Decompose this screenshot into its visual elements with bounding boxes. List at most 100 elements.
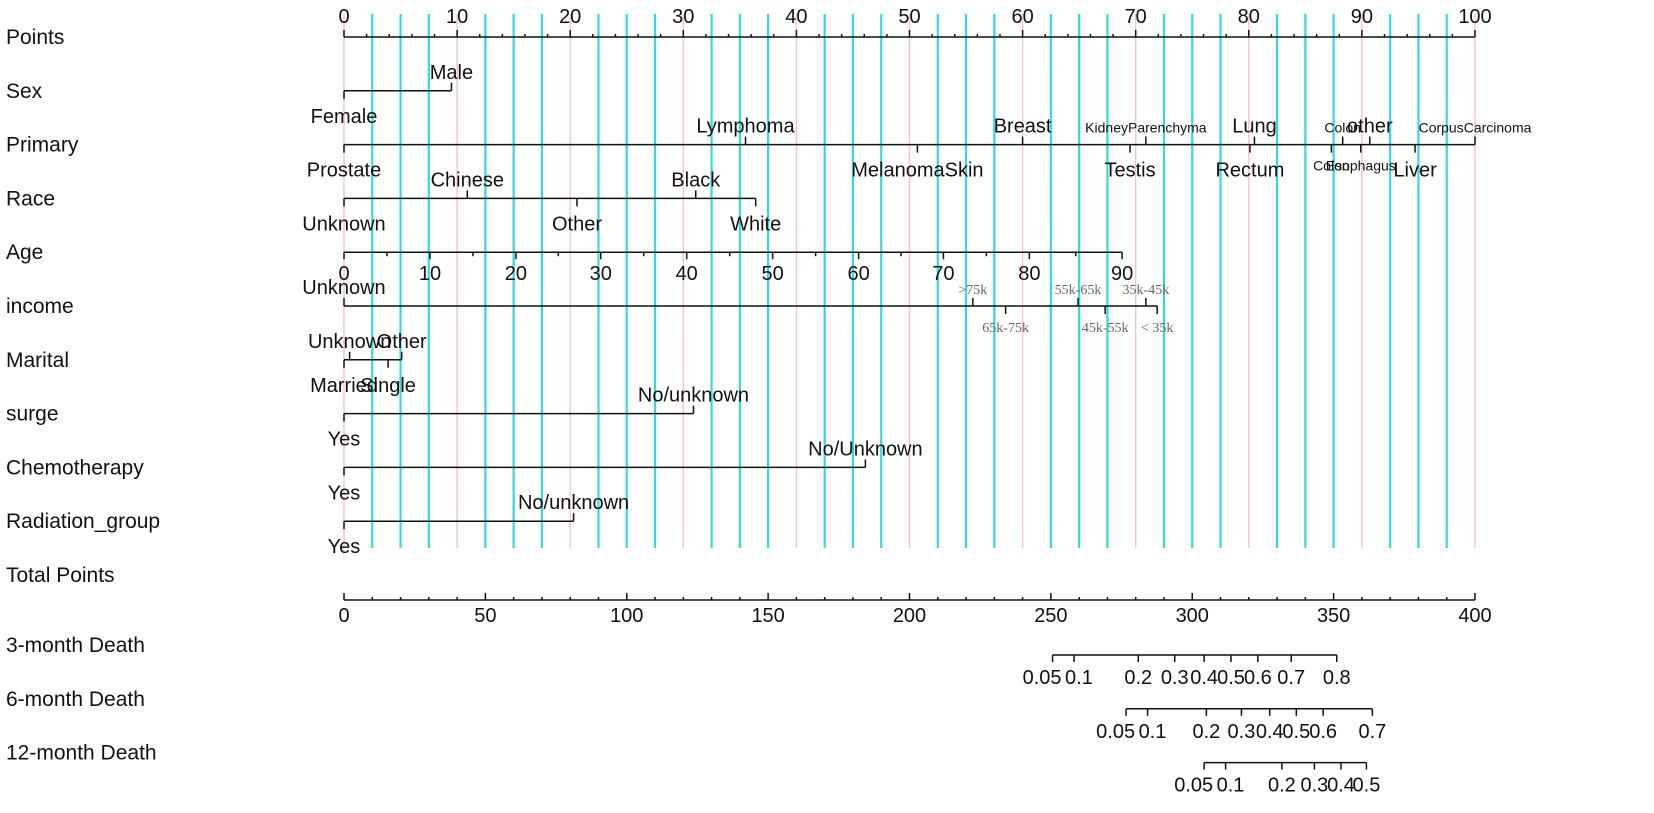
race-level-unknown: Unknown: [302, 213, 385, 235]
gridlines: [343, 14, 1476, 548]
6-month-death-tick-label: 0.5: [1282, 721, 1310, 743]
age-tick-label: 30: [590, 263, 612, 285]
age-tick-label: 10: [419, 263, 441, 285]
points-axis-tick-label: 60: [1011, 6, 1033, 28]
income-level-45k-55k: 45k-55k: [1082, 321, 1129, 336]
primary-level-rectum: Rectum: [1215, 160, 1284, 182]
points-axis-tick-label: 100: [1458, 6, 1491, 28]
points-axis-tick-label: 80: [1238, 6, 1260, 28]
marital-level-single: Single: [360, 375, 416, 397]
3-month-death-tick-label: 0.05: [1023, 667, 1062, 689]
income-level-unknown: Unknown: [302, 277, 385, 299]
row-label-sex: Sex: [6, 80, 43, 103]
3-month-death-tick-label: 0.8: [1323, 667, 1351, 689]
sex-level-male: Male: [430, 62, 473, 84]
race-level-black: Black: [671, 169, 721, 191]
primary-level-breast: Breast: [994, 116, 1052, 138]
nomogram-axes: [343, 30, 1476, 770]
primary-level-esophagus: Esophagus: [1326, 158, 1396, 174]
points-axis-tick-label: 40: [785, 6, 807, 28]
race-level-white: White: [730, 213, 781, 235]
points-axis-tick-label: 70: [1125, 6, 1147, 28]
12-month-death-tick-label: 0.4: [1327, 775, 1355, 797]
primary-level-other: other: [1347, 116, 1393, 138]
total-points-tick-label: 100: [610, 605, 643, 627]
income-level-35k: < 35k: [1141, 321, 1173, 336]
3-month-death-tick-label: 0.7: [1277, 667, 1305, 689]
age-tick-label: 40: [676, 263, 698, 285]
6-month-death-tick-label: 0.7: [1358, 721, 1386, 743]
sex-level-female: Female: [311, 106, 378, 128]
income-level-75k: >75k: [958, 283, 987, 298]
total-points-tick-label: 50: [474, 605, 496, 627]
income-level-35k-45k: 35k-45k: [1123, 283, 1170, 298]
radiation-group-level-no-unknown: No/unknown: [518, 492, 629, 514]
age-tick-label: 50: [762, 263, 784, 285]
row-label-primary: Primary: [6, 134, 79, 157]
age-tick-label: 0: [338, 263, 349, 285]
row-label-chemotherapy: Chemotherapy: [6, 456, 144, 479]
primary-level-corpuscarcinoma: CorpusCarcinoma: [1419, 120, 1532, 136]
3-month-death-tick-label: 0.6: [1244, 667, 1272, 689]
age-tick-label: 20: [505, 263, 527, 285]
primary-level-colon: Colon: [1313, 158, 1350, 174]
row-label-points: Points: [6, 26, 64, 49]
3-month-death-tick-label: 0.3: [1161, 667, 1189, 689]
points-axis-tick-label: 0: [338, 6, 349, 28]
row-label-race: Race: [6, 187, 55, 210]
6-month-death-tick-label: 0.2: [1192, 721, 1220, 743]
age-tick-label: 70: [932, 263, 954, 285]
race-level-chinese: Chinese: [431, 169, 504, 191]
primary-level-colon: Colon: [1324, 120, 1361, 136]
row-label-total-points: Total Points: [6, 564, 115, 587]
total-points-tick-label: 300: [1176, 605, 1209, 627]
age-tick-label: 90: [1111, 263, 1133, 285]
surge-level-yes: Yes: [328, 429, 361, 451]
points-axis-tick-label: 30: [672, 6, 694, 28]
income-level-55k-65k: 55k-65k: [1055, 283, 1102, 298]
marital-level-unknown: Unknown: [308, 331, 391, 353]
primary-level-kidneyparenchyma: KidneyParenchyma: [1085, 120, 1207, 136]
primary-level-prostate: Prostate: [307, 160, 381, 182]
row-label-radiation-group: Radiation_group: [6, 510, 160, 533]
age-tick-label: 60: [847, 263, 869, 285]
6-month-death-tick-label: 0.1: [1139, 721, 1167, 743]
12-month-death-tick-label: 0.2: [1268, 775, 1296, 797]
primary-level-testis: Testis: [1104, 160, 1155, 182]
12-month-death-tick-label: 0.3: [1300, 775, 1328, 797]
primary-level-liver: Liver: [1393, 160, 1437, 182]
primary-level-melanomaskin: MelanomaSkin: [851, 160, 983, 182]
row-label-age: Age: [6, 241, 43, 264]
total-points-tick-label: 350: [1317, 605, 1350, 627]
race-level-other: Other: [552, 213, 602, 235]
total-points-tick-label: 250: [1034, 605, 1067, 627]
row-label-6-month-death: 6-month Death: [6, 688, 145, 711]
6-month-death-tick-label: 0.3: [1228, 721, 1256, 743]
total-points-tick-label: 400: [1458, 605, 1491, 627]
primary-level-lung: Lung: [1232, 116, 1277, 138]
12-month-death-tick-label: 0.5: [1353, 775, 1381, 797]
income-level-65k-75k: 65k-75k: [982, 321, 1029, 336]
3-month-death-tick-label: 0.4: [1190, 667, 1218, 689]
chemotherapy-level-yes: Yes: [328, 482, 361, 504]
primary-level-lymphoma: Lymphoma: [696, 116, 795, 138]
points-axis-tick-label: 10: [446, 6, 468, 28]
row-label-12-month-death: 12-month Death: [6, 742, 157, 765]
total-points-tick-label: 150: [751, 605, 784, 627]
12-month-death-tick-label: 0.05: [1174, 775, 1213, 797]
6-month-death-tick-label: 0.6: [1309, 721, 1337, 743]
row-label-income: income: [6, 295, 74, 318]
radiation-group-level-yes: Yes: [328, 536, 361, 558]
chemotherapy-level-no-unknown: No/Unknown: [808, 438, 923, 460]
3-month-death-tick-label: 0.1: [1065, 667, 1093, 689]
points-axis-tick-label: 20: [559, 6, 581, 28]
3-month-death-tick-label: 0.2: [1124, 667, 1152, 689]
row-label-marital: Marital: [6, 349, 69, 372]
total-points-tick-label: 200: [893, 605, 926, 627]
row-label-3-month-death: 3-month Death: [6, 634, 145, 657]
total-points-tick-label: 0: [338, 605, 349, 627]
row-label-surge: surge: [6, 403, 59, 426]
3-month-death-tick-label: 0.5: [1217, 667, 1245, 689]
